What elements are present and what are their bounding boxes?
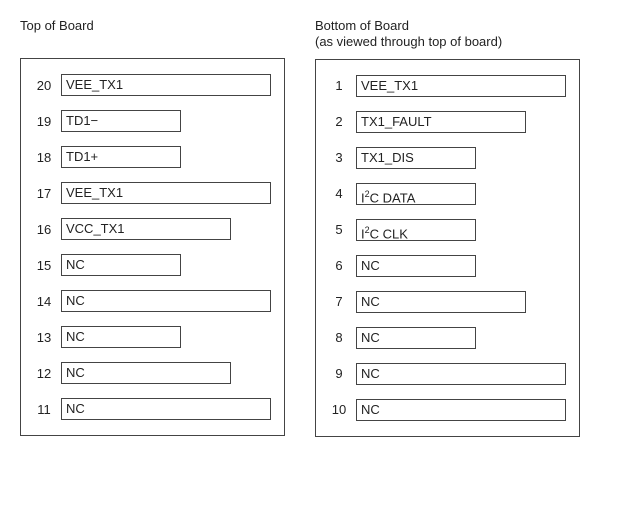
pin-number: 16 [27,222,61,237]
pin-label-box: NC [356,255,476,277]
pin-row: 12 NC [27,355,276,391]
pin-number: 18 [27,150,61,165]
pin-row: 20 VEE_TX1 [27,67,276,103]
pin-row: 18 TD1+ [27,139,276,175]
pin-number: 3 [322,150,356,165]
pin-row: 6 NC [322,248,571,284]
pin-row: 10 NC [322,392,571,428]
pin-row: 5 I2C CLK [322,212,571,248]
pin-panel: 20 VEE_TX1 19 TD1− 18 TD1+ 17 VEE_TX1 16… [20,58,285,436]
pin-number: 17 [27,186,61,201]
pin-number: 6 [322,258,356,273]
pin-row: 1 VEE_TX1 [322,68,571,104]
pin-label-box: NC [356,399,566,421]
pin-row: 3 TX1_DIS [322,140,571,176]
pin-label-box: NC [356,327,476,349]
pin-label-box: NC [61,362,231,384]
pin-row: 7 NC [322,284,571,320]
pin-label-box: NC [61,290,271,312]
pin-number: 7 [322,294,356,309]
pin-number: 13 [27,330,61,345]
pin-label-box: TX1_DIS [356,147,476,169]
pin-row: 15 NC [27,247,276,283]
pin-label-box: NC [356,291,526,313]
pin-number: 9 [322,366,356,381]
pin-number: 10 [322,402,356,417]
pin-number: 11 [27,402,61,417]
pin-number: 2 [322,114,356,129]
pin-row: 8 NC [322,320,571,356]
pin-label-box: NC [356,363,566,385]
column-bottom-of-board: Bottom of Board(as viewed through top of… [315,18,580,437]
pin-row: 13 NC [27,319,276,355]
pin-number: 5 [322,222,356,237]
pin-label-box: NC [61,254,181,276]
pin-panel: 1 VEE_TX1 2 TX1_FAULT 3 TX1_DIS 4 I2C DA… [315,59,580,437]
pin-number: 1 [322,78,356,93]
pinout-diagram: Top of Board 20 VEE_TX1 19 TD1− 18 TD1+ … [20,18,605,437]
pin-number: 20 [27,78,61,93]
pin-number: 14 [27,294,61,309]
pin-label-box: I2C DATA [356,183,476,205]
pin-label-box: VEE_TX1 [61,182,271,204]
pin-label-box: TX1_FAULT [356,111,526,133]
pin-label-box: VEE_TX1 [61,74,271,96]
pin-number: 19 [27,114,61,129]
column-title: Top of Board [20,18,285,50]
pin-row: 19 TD1− [27,103,276,139]
pin-row: 2 TX1_FAULT [322,104,571,140]
pin-row: 17 VEE_TX1 [27,175,276,211]
pin-number: 15 [27,258,61,273]
pin-row: 14 NC [27,283,276,319]
pin-label-box: TD1+ [61,146,181,168]
pin-number: 12 [27,366,61,381]
column-top-of-board: Top of Board 20 VEE_TX1 19 TD1− 18 TD1+ … [20,18,285,437]
pin-number: 4 [322,186,356,201]
pin-row: 9 NC [322,356,571,392]
pin-label-box: I2C CLK [356,219,476,241]
pin-number: 8 [322,330,356,345]
pin-row: 16 VCC_TX1 [27,211,276,247]
pin-label-box: VEE_TX1 [356,75,566,97]
pin-label-box: NC [61,326,181,348]
pin-label-box: VCC_TX1 [61,218,231,240]
column-title: Bottom of Board(as viewed through top of… [315,18,580,51]
pin-row: 11 NC [27,391,276,427]
pin-label-box: NC [61,398,271,420]
pin-row: 4 I2C DATA [322,176,571,212]
pin-label-box: TD1− [61,110,181,132]
